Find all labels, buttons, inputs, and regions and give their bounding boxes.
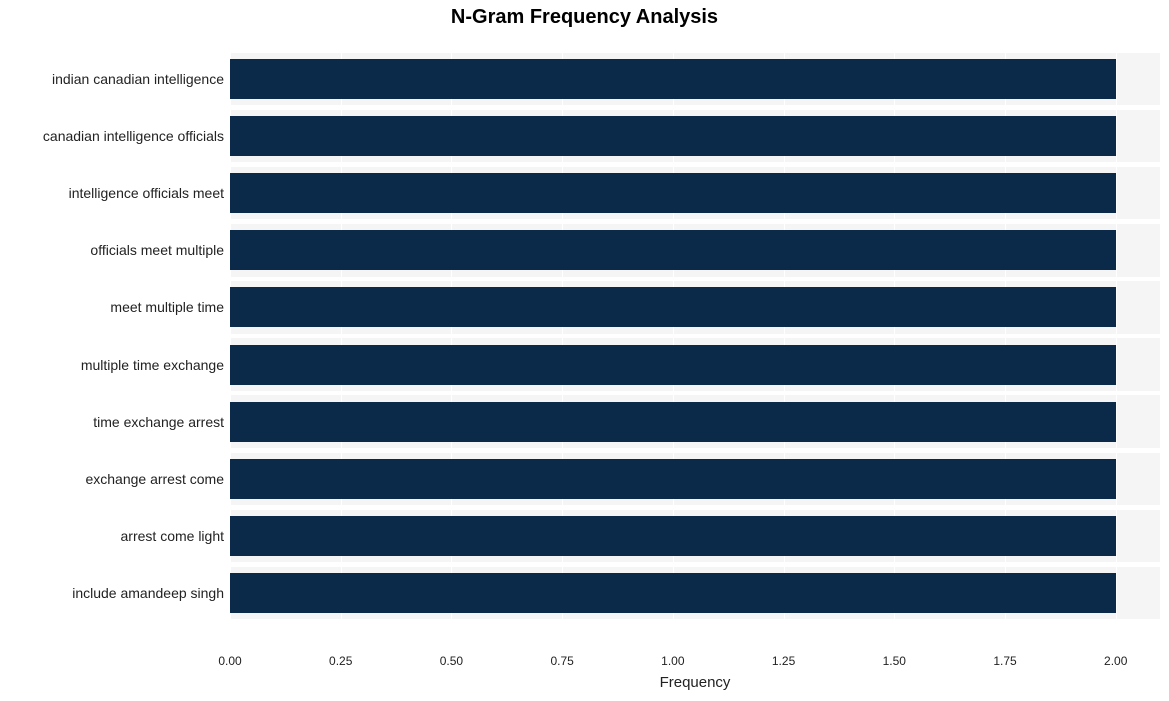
- x-tick-label: 2.00: [1104, 654, 1127, 668]
- x-tick-label: 1.25: [772, 654, 795, 668]
- bar: [230, 287, 1116, 327]
- bar: [230, 459, 1116, 499]
- chart-title: N-Gram Frequency Analysis: [0, 6, 1169, 29]
- chart-container: N-Gram Frequency Analysis indian canadia…: [0, 0, 1169, 701]
- bar: [230, 173, 1116, 213]
- plot-area: [230, 36, 1160, 636]
- x-tick-label: 1.50: [883, 654, 906, 668]
- bar: [230, 59, 1116, 99]
- bar: [230, 402, 1116, 442]
- y-tick-label: officials meet multiple: [90, 242, 224, 258]
- bar: [230, 116, 1116, 156]
- x-tick-label: 1.00: [661, 654, 684, 668]
- bar: [230, 573, 1116, 613]
- x-tick-label: 0.25: [329, 654, 352, 668]
- x-axis-label: Frequency: [230, 674, 1160, 691]
- gridline: [1116, 36, 1117, 636]
- y-tick-label: meet multiple time: [110, 299, 224, 315]
- y-tick-label: intelligence officials meet: [69, 185, 224, 201]
- y-tick-label: arrest come light: [121, 528, 224, 544]
- bar: [230, 516, 1116, 556]
- x-tick-label: 0.75: [550, 654, 573, 668]
- bar: [230, 345, 1116, 385]
- y-tick-label: indian canadian intelligence: [52, 71, 224, 87]
- bar: [230, 230, 1116, 270]
- y-tick-label: canadian intelligence officials: [43, 128, 224, 144]
- y-tick-label: multiple time exchange: [81, 357, 224, 373]
- x-tick-label: 1.75: [993, 654, 1016, 668]
- y-tick-label: include amandeep singh: [72, 585, 224, 601]
- y-tick-label: time exchange arrest: [93, 414, 224, 430]
- y-tick-label: exchange arrest come: [85, 471, 224, 487]
- x-tick-label: 0.00: [218, 654, 241, 668]
- x-tick-label: 0.50: [440, 654, 463, 668]
